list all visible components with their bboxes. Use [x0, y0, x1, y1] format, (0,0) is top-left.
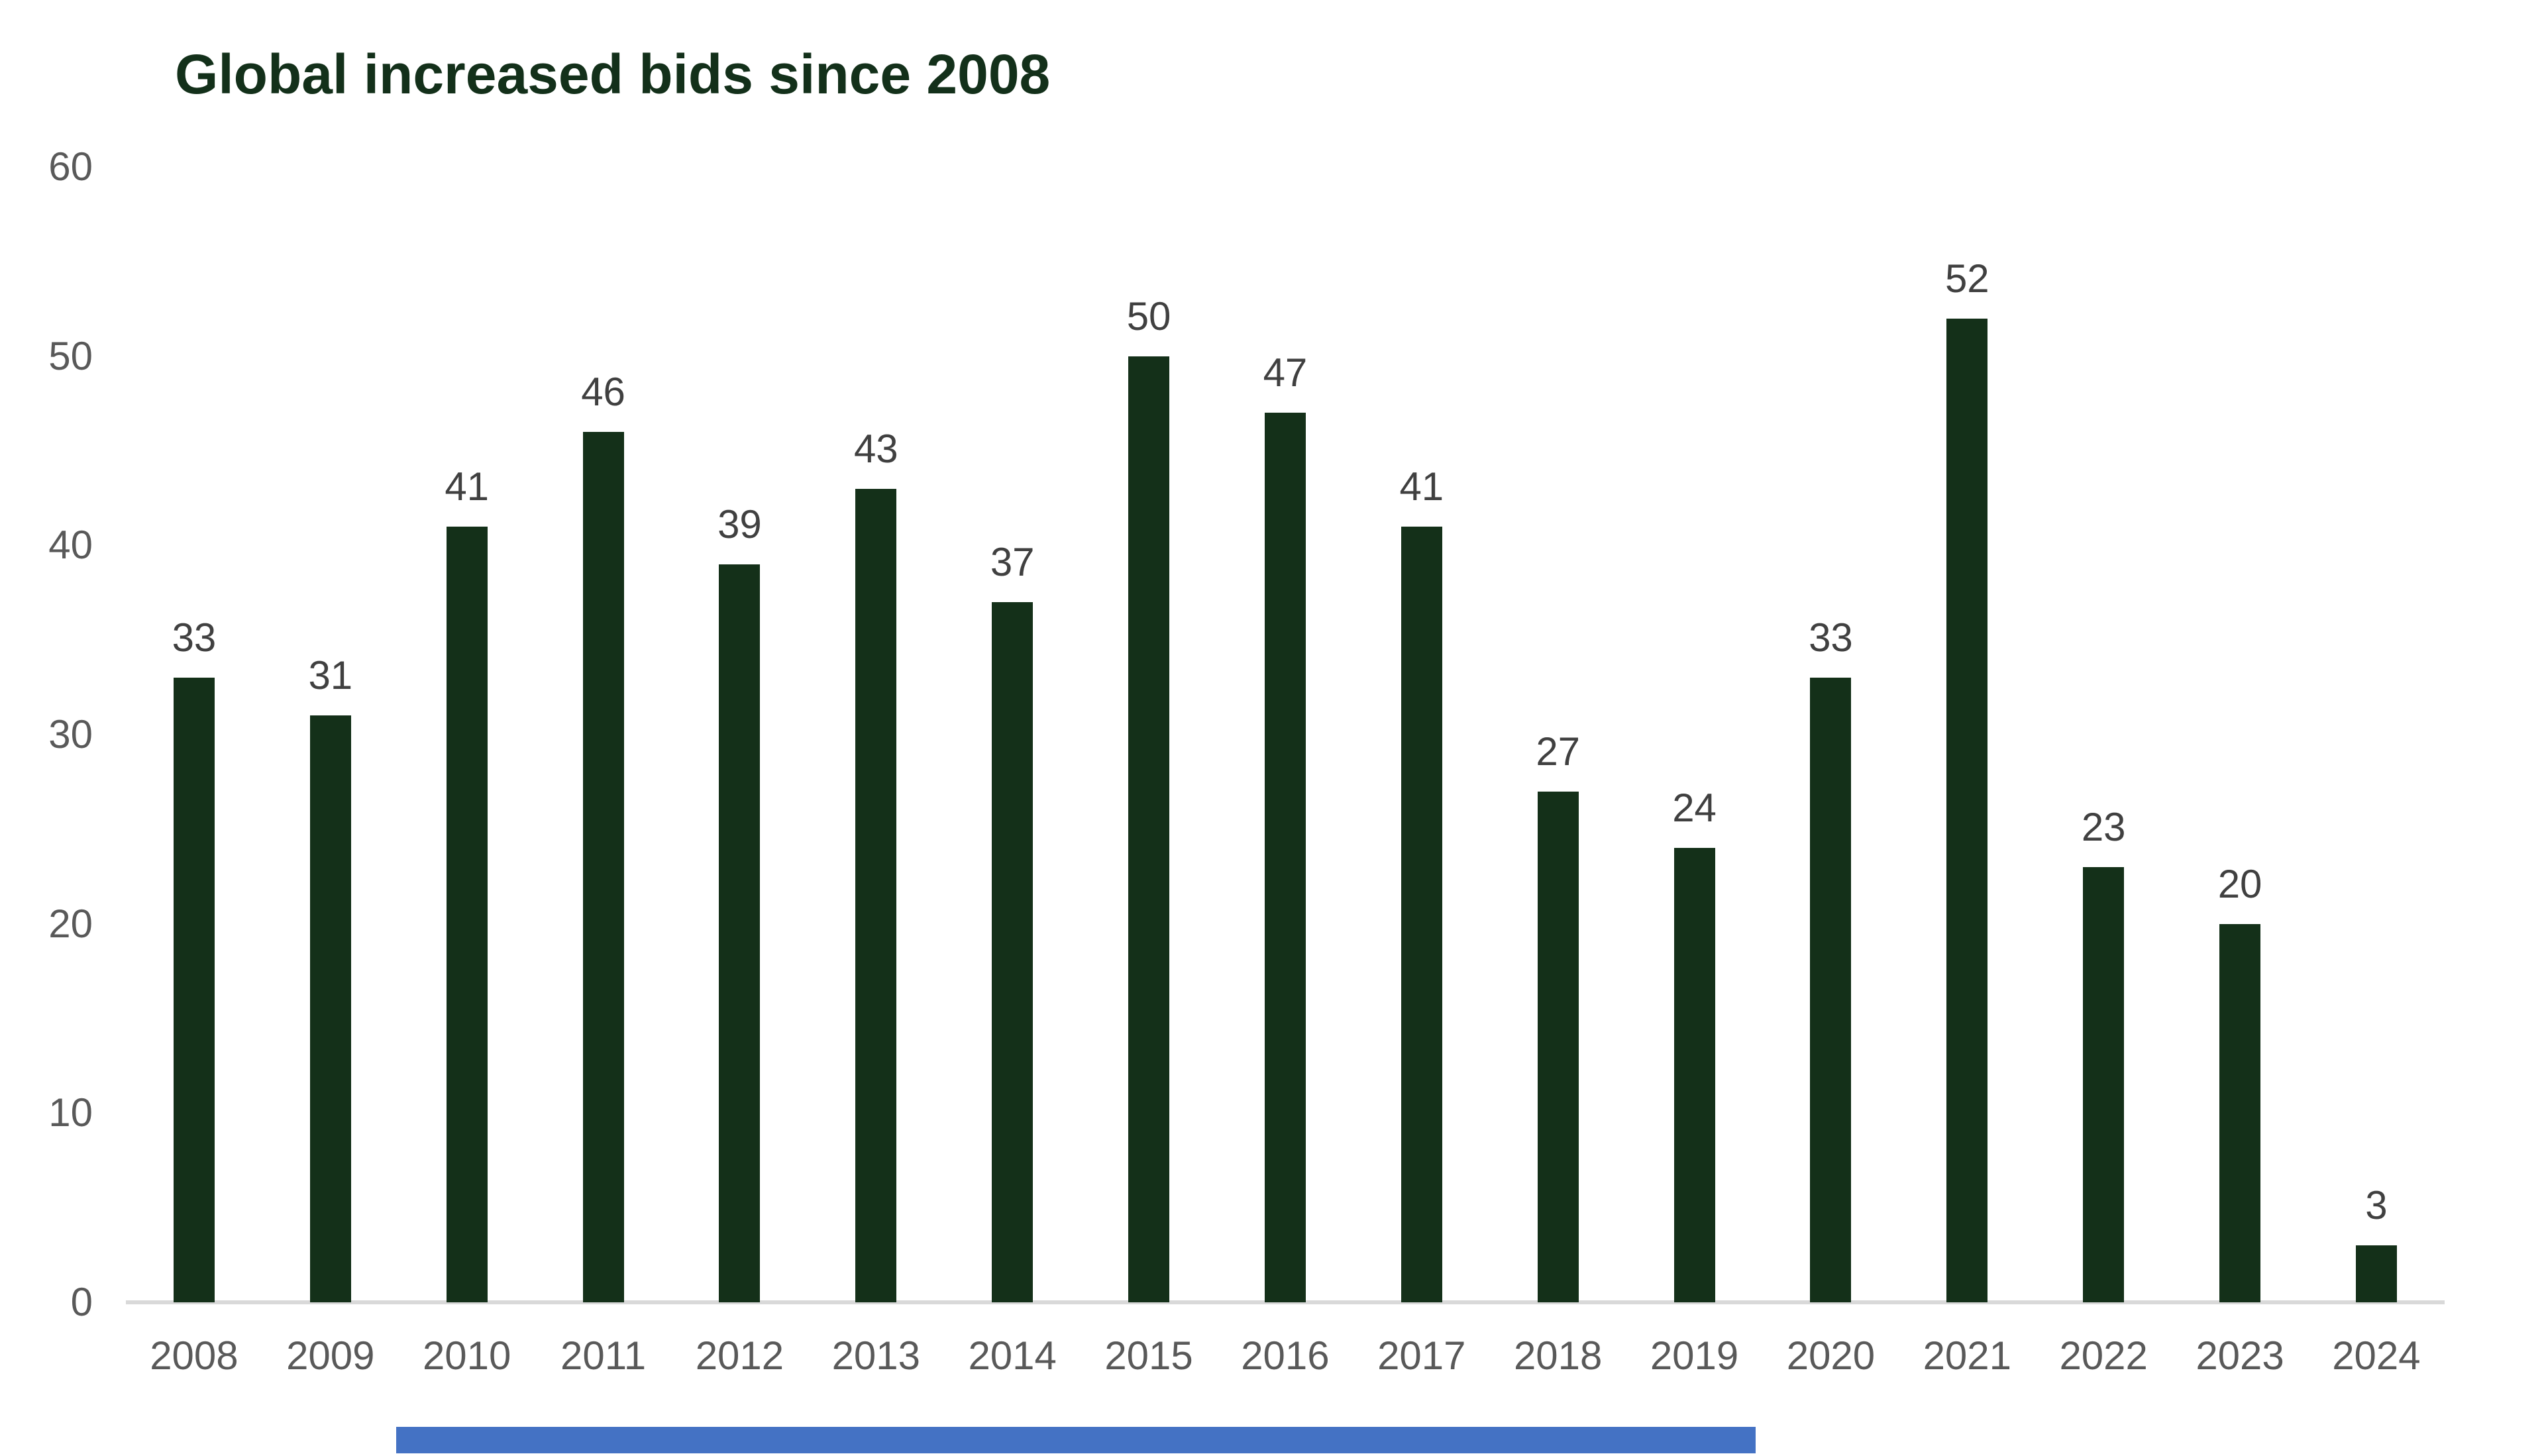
bar-column-2015: 50 — [1081, 167, 1217, 1302]
x-axis-line — [126, 1300, 2445, 1304]
y-tick-label: 10 — [48, 1090, 93, 1135]
bar-column-2024: 3 — [2308, 167, 2445, 1302]
x-tick-label: 2020 — [1786, 1333, 1876, 1378]
bar — [446, 527, 488, 1302]
x-tick-label: 2016 — [1241, 1333, 1330, 1378]
bar-value-label: 23 — [2081, 805, 2126, 849]
bar — [2355, 1245, 2397, 1302]
bar — [719, 564, 761, 1302]
x-tick-label: 2019 — [1650, 1333, 1739, 1378]
bar — [855, 489, 897, 1302]
x-tick-label: 2024 — [2332, 1333, 2421, 1378]
bar-column-2019: 24 — [1626, 167, 1763, 1302]
bar-column-2022: 23 — [2035, 167, 2172, 1302]
bar-value-label: 46 — [581, 370, 625, 414]
bar — [1128, 356, 1170, 1302]
bar-column-2011: 46 — [535, 167, 672, 1302]
bar — [1946, 319, 1988, 1302]
bar — [309, 715, 351, 1302]
bar-value-label: 33 — [1809, 615, 1853, 660]
bar — [1673, 848, 1715, 1302]
x-tick-label: 2021 — [1923, 1333, 2012, 1378]
horizontal-scrollbar-thumb[interactable] — [396, 1427, 1756, 1453]
bar-value-label: 3 — [2365, 1183, 2388, 1227]
x-tick-label: 2022 — [2059, 1333, 2148, 1378]
x-tick-label: 2012 — [695, 1333, 784, 1378]
x-tick-label: 2011 — [560, 1333, 647, 1378]
bar-column-2014: 37 — [944, 167, 1081, 1302]
x-tick-label: 2015 — [1104, 1333, 1193, 1378]
bar-value-label: 39 — [717, 502, 762, 546]
bar-value-label: 20 — [2217, 862, 2262, 906]
chart-title: Global increased bids since 2008 — [175, 43, 1051, 105]
x-tick-label: 2014 — [968, 1333, 1057, 1378]
bar-column-2012: 39 — [672, 167, 808, 1302]
x-tick-label: 2018 — [1513, 1333, 1603, 1378]
y-tick-label: 20 — [48, 901, 93, 946]
x-tick-label: 2010 — [422, 1333, 511, 1378]
y-tick-label: 60 — [48, 144, 93, 189]
bar — [2219, 924, 2261, 1302]
bar — [1401, 527, 1442, 1302]
bar-column-2016: 47 — [1217, 167, 1353, 1302]
bar-column-2018: 27 — [1490, 167, 1626, 1302]
plot-area: 33 31 41 46 39 43 37 50 47 41 27 24 33 52 23 20 3 — [126, 167, 2445, 1302]
bar-column-2017: 41 — [1353, 167, 1490, 1302]
bar-column-2023: 20 — [2172, 167, 2308, 1302]
bar-value-label: 50 — [1126, 294, 1171, 338]
bar-column-2009: 31 — [262, 167, 399, 1302]
bar-value-label: 37 — [990, 540, 1035, 584]
bar — [173, 678, 215, 1302]
bar — [582, 432, 624, 1302]
bar — [992, 602, 1034, 1302]
bar-column-2013: 43 — [808, 167, 944, 1302]
bar-value-label: 43 — [853, 427, 898, 471]
y-tick-label: 40 — [48, 523, 93, 568]
bar-column-2010: 41 — [399, 167, 535, 1302]
bar-value-label: 24 — [1672, 786, 1717, 830]
x-tick-label: 2013 — [831, 1333, 921, 1378]
bar-value-label: 33 — [172, 615, 217, 660]
bar-column-2021: 52 — [1899, 167, 2035, 1302]
bar-value-label: 27 — [1536, 729, 1581, 774]
x-tick-label: 2023 — [2196, 1333, 2284, 1378]
y-tick-label: 30 — [48, 712, 93, 756]
bar-value-label: 47 — [1263, 350, 1308, 395]
bar — [1264, 413, 1306, 1302]
bar — [1537, 792, 1579, 1302]
x-tick-label: 2008 — [150, 1333, 238, 1378]
bar-value-label: 52 — [1944, 256, 1989, 301]
x-tick-label: 2009 — [286, 1333, 375, 1378]
x-axis: 2008 2009 2010 2011 2012 2013 2014 2015 2016 2017… — [126, 1333, 2445, 1378]
y-tick-label: 50 — [48, 333, 93, 378]
bar-column-2020: 33 — [1763, 167, 1899, 1302]
bar-value-label: 41 — [1399, 464, 1444, 509]
bar — [2083, 867, 2125, 1302]
y-tick-label: 0 — [70, 1280, 93, 1324]
x-tick-label: 2017 — [1377, 1333, 1466, 1378]
bar-value-label: 41 — [445, 464, 490, 509]
bar — [1810, 678, 1852, 1302]
bar-column-2008: 33 — [126, 167, 262, 1302]
bar-value-label: 31 — [308, 653, 353, 698]
